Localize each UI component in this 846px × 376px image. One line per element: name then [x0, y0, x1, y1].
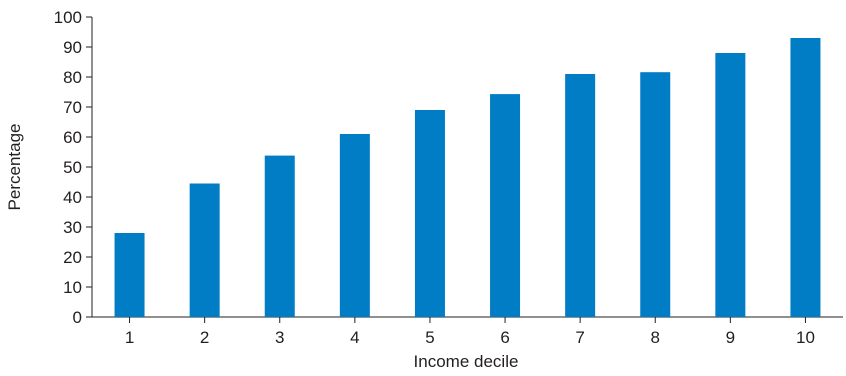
x-axis-title: Income decile	[414, 352, 519, 371]
y-tick-label: 40	[63, 188, 82, 207]
x-tick-label: 1	[125, 328, 134, 347]
y-tick-label: 70	[63, 98, 82, 117]
y-tick-label: 60	[63, 128, 82, 147]
y-tick-label: 10	[63, 278, 82, 297]
y-axis: 0 10 20 30 40 50 60 70 80 90 100	[54, 8, 93, 327]
bars	[114, 38, 821, 317]
bar-decile-5	[414, 110, 445, 317]
x-tick-label: 10	[796, 328, 815, 347]
y-tick-label: 80	[63, 68, 82, 87]
y-tick-label: 90	[63, 38, 82, 57]
bar-decile-4	[339, 134, 370, 317]
x-tick-label: 9	[726, 328, 735, 347]
x-tick-label: 5	[425, 328, 434, 347]
bar-decile-1	[114, 233, 145, 317]
x-tick-label: 2	[200, 328, 209, 347]
y-tick-label: 30	[63, 218, 82, 237]
x-axis: 1 2 3 4 5 6 7 8 9 10	[92, 316, 843, 347]
x-tick-label: 8	[651, 328, 660, 347]
bar-decile-8	[640, 72, 671, 317]
x-tick-label: 6	[500, 328, 509, 347]
bar-decile-9	[715, 53, 746, 317]
x-tick-label: 3	[275, 328, 284, 347]
y-tick-label: 20	[63, 248, 82, 267]
y-axis-title: Percentage	[5, 124, 24, 211]
bar-decile-3	[264, 155, 295, 317]
bar-decile-2	[189, 183, 220, 317]
x-tick-label: 4	[350, 328, 359, 347]
bar-decile-6	[490, 94, 521, 317]
bar-decile-7	[565, 74, 596, 317]
x-tick-label: 7	[575, 328, 584, 347]
y-tick-label: 100	[54, 8, 82, 27]
y-tick-label: 0	[73, 308, 82, 327]
bar-decile-10	[790, 38, 821, 317]
y-tick-label: 50	[63, 158, 82, 177]
